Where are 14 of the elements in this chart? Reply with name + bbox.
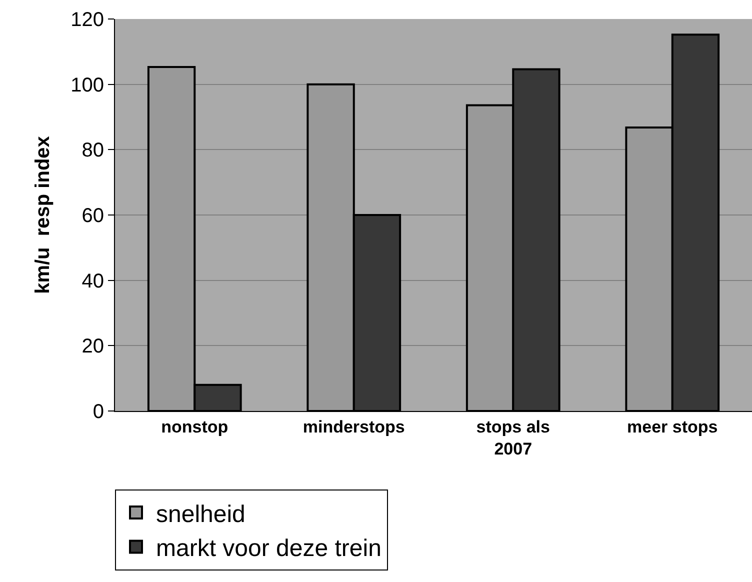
y-tick-label: 120: [70, 9, 104, 31]
y-tick-label: 60: [82, 205, 104, 227]
y-tick-label: 0: [92, 401, 104, 423]
x-tick-label: minderstops: [302, 417, 405, 436]
y-tick-label: 20: [82, 336, 104, 358]
y-tick-label: 80: [82, 140, 104, 162]
y-tick-label: 100: [70, 74, 104, 96]
legend-label: markt voor deze trein: [156, 535, 382, 562]
x-tick-label: nonstop: [161, 417, 228, 436]
x-tick-label: stops als 2007: [476, 417, 550, 458]
x-tick-label: meer stops: [627, 417, 718, 436]
y-tick-label: 40: [82, 270, 104, 292]
y-axis-title: km/u resp index: [32, 136, 54, 294]
legend-label: snelheid: [156, 500, 246, 528]
